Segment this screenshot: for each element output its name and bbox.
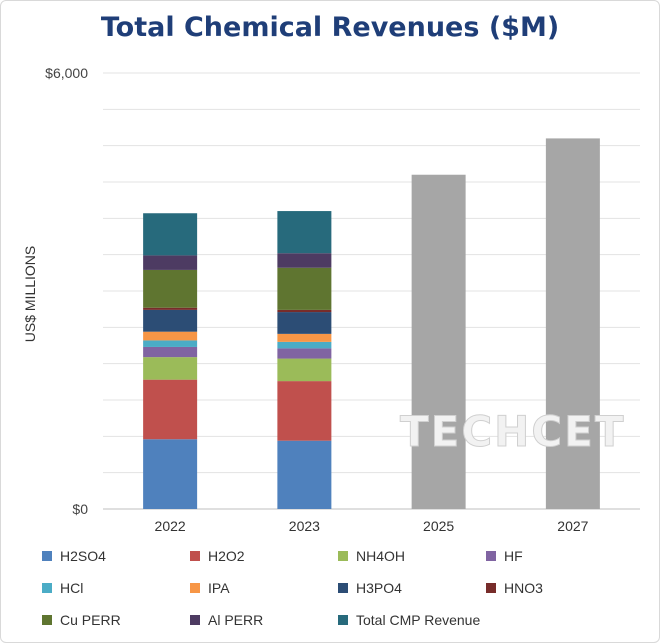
legend-swatch: [42, 551, 52, 562]
legend-swatch: [486, 583, 496, 594]
bar-segment: [277, 267, 332, 310]
chart-title: Total Chemical Revenues ($M): [100, 12, 560, 43]
bar-segment: [277, 211, 332, 254]
bar-segment: [277, 348, 332, 359]
legend-swatch: [338, 583, 348, 594]
bar-segment: [277, 253, 332, 268]
y-tick-label: $6,000: [45, 65, 88, 81]
legend-item: HF: [486, 548, 523, 564]
bar-segment: [277, 381, 332, 441]
legend-swatch: [338, 551, 348, 562]
y-tick-label: $0: [72, 501, 88, 517]
bar-segment: [277, 309, 332, 313]
legend-swatch: [486, 551, 496, 562]
y-axis-label: US$ MILLIONS: [22, 246, 38, 342]
bar-segment: [143, 213, 198, 256]
legend-item: Total CMP Revenue: [338, 612, 480, 628]
legend-swatch: [338, 615, 348, 626]
legend-item: H2SO4: [42, 548, 106, 564]
bar-segment: [411, 174, 466, 509]
bar-segment: [143, 331, 198, 341]
watermark: TECHCET: [400, 407, 625, 456]
legend-swatch: [42, 615, 52, 626]
bar-segment: [277, 440, 332, 509]
bar-segment: [143, 379, 198, 440]
bar-segment: [277, 312, 332, 334]
legend-item: H2O2: [190, 548, 245, 564]
legend-swatch: [190, 551, 200, 562]
bar-segment: [277, 358, 332, 382]
legend-item: Cu PERR: [42, 612, 121, 628]
x-tick-label: 2022: [155, 518, 186, 534]
legend-label: HNO3: [504, 580, 543, 596]
legend-swatch: [42, 583, 52, 594]
x-tick-label: 2025: [423, 518, 454, 534]
legend-label: HF: [504, 548, 523, 564]
legend-item: IPA: [190, 580, 230, 596]
legend-item: HCl: [42, 580, 83, 596]
bar-segment: [143, 309, 198, 332]
legend-label: H3PO4: [356, 580, 402, 596]
legend-label: Cu PERR: [60, 612, 121, 628]
bar-segment: [545, 138, 600, 509]
bar-segment: [143, 269, 198, 308]
legend-item: Al PERR: [190, 612, 263, 628]
legend-swatch: [190, 615, 200, 626]
bar-segment: [143, 255, 198, 270]
bar-segment: [277, 333, 332, 342]
bar-segment: [277, 341, 332, 349]
bar-segment: [143, 439, 198, 509]
bar-segment: [143, 346, 198, 358]
legend-item: NH4OH: [338, 548, 405, 564]
legend-item: HNO3: [486, 580, 543, 596]
x-tick-label: 2023: [289, 518, 320, 534]
bar-segment: [143, 357, 198, 380]
legend-item: H3PO4: [338, 580, 402, 596]
legend-label: HCl: [60, 580, 84, 596]
bar-segment: [143, 340, 198, 347]
legend-label: Al PERR: [208, 612, 264, 628]
x-tick-label: 2027: [557, 518, 588, 534]
legend-label: Total CMP Revenue: [356, 612, 481, 628]
legend-swatch: [190, 583, 200, 594]
bar-segment: [143, 307, 198, 310]
legend-label: IPA: [208, 580, 230, 596]
legend-label: H2SO4: [60, 548, 106, 564]
legend-label: H2O2: [208, 548, 245, 564]
legend-label: NH4OH: [356, 548, 406, 564]
